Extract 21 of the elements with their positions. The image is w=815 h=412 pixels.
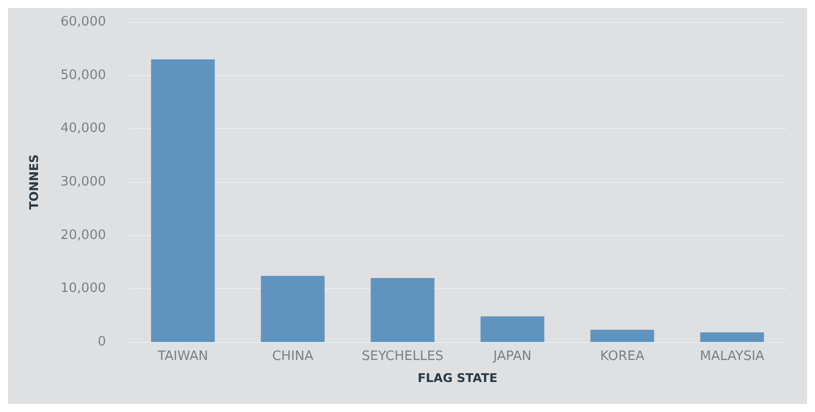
bar — [480, 316, 544, 342]
y-tick-label: 10,000 — [60, 281, 106, 296]
x-tick-label: TAIWAN — [156, 349, 208, 364]
bar — [700, 332, 764, 342]
y-tick-label: 30,000 — [60, 174, 106, 190]
y-tick-label: 60,000 — [60, 14, 106, 30]
bar — [370, 278, 434, 342]
bar — [260, 276, 325, 342]
x-tick-label: MALAYSIA — [700, 349, 764, 364]
x-tick-label: JAPAN — [492, 349, 532, 364]
y-tick-label: 20,000 — [60, 228, 106, 243]
x-tick-label: KOREA — [600, 349, 644, 364]
y-tick-label: 40,000 — [60, 121, 106, 136]
y-tick-label: 50,000 — [60, 68, 106, 83]
x-tick-label: CHINA — [272, 349, 314, 364]
bar — [151, 59, 215, 342]
x-tick-label: SEYCHELLES — [362, 349, 444, 364]
bar — [590, 330, 654, 342]
y-tick-label: 0 — [98, 334, 106, 350]
y-axis-title: TONNES — [27, 154, 41, 210]
x-axis-title: FLAG STATE — [418, 371, 498, 385]
